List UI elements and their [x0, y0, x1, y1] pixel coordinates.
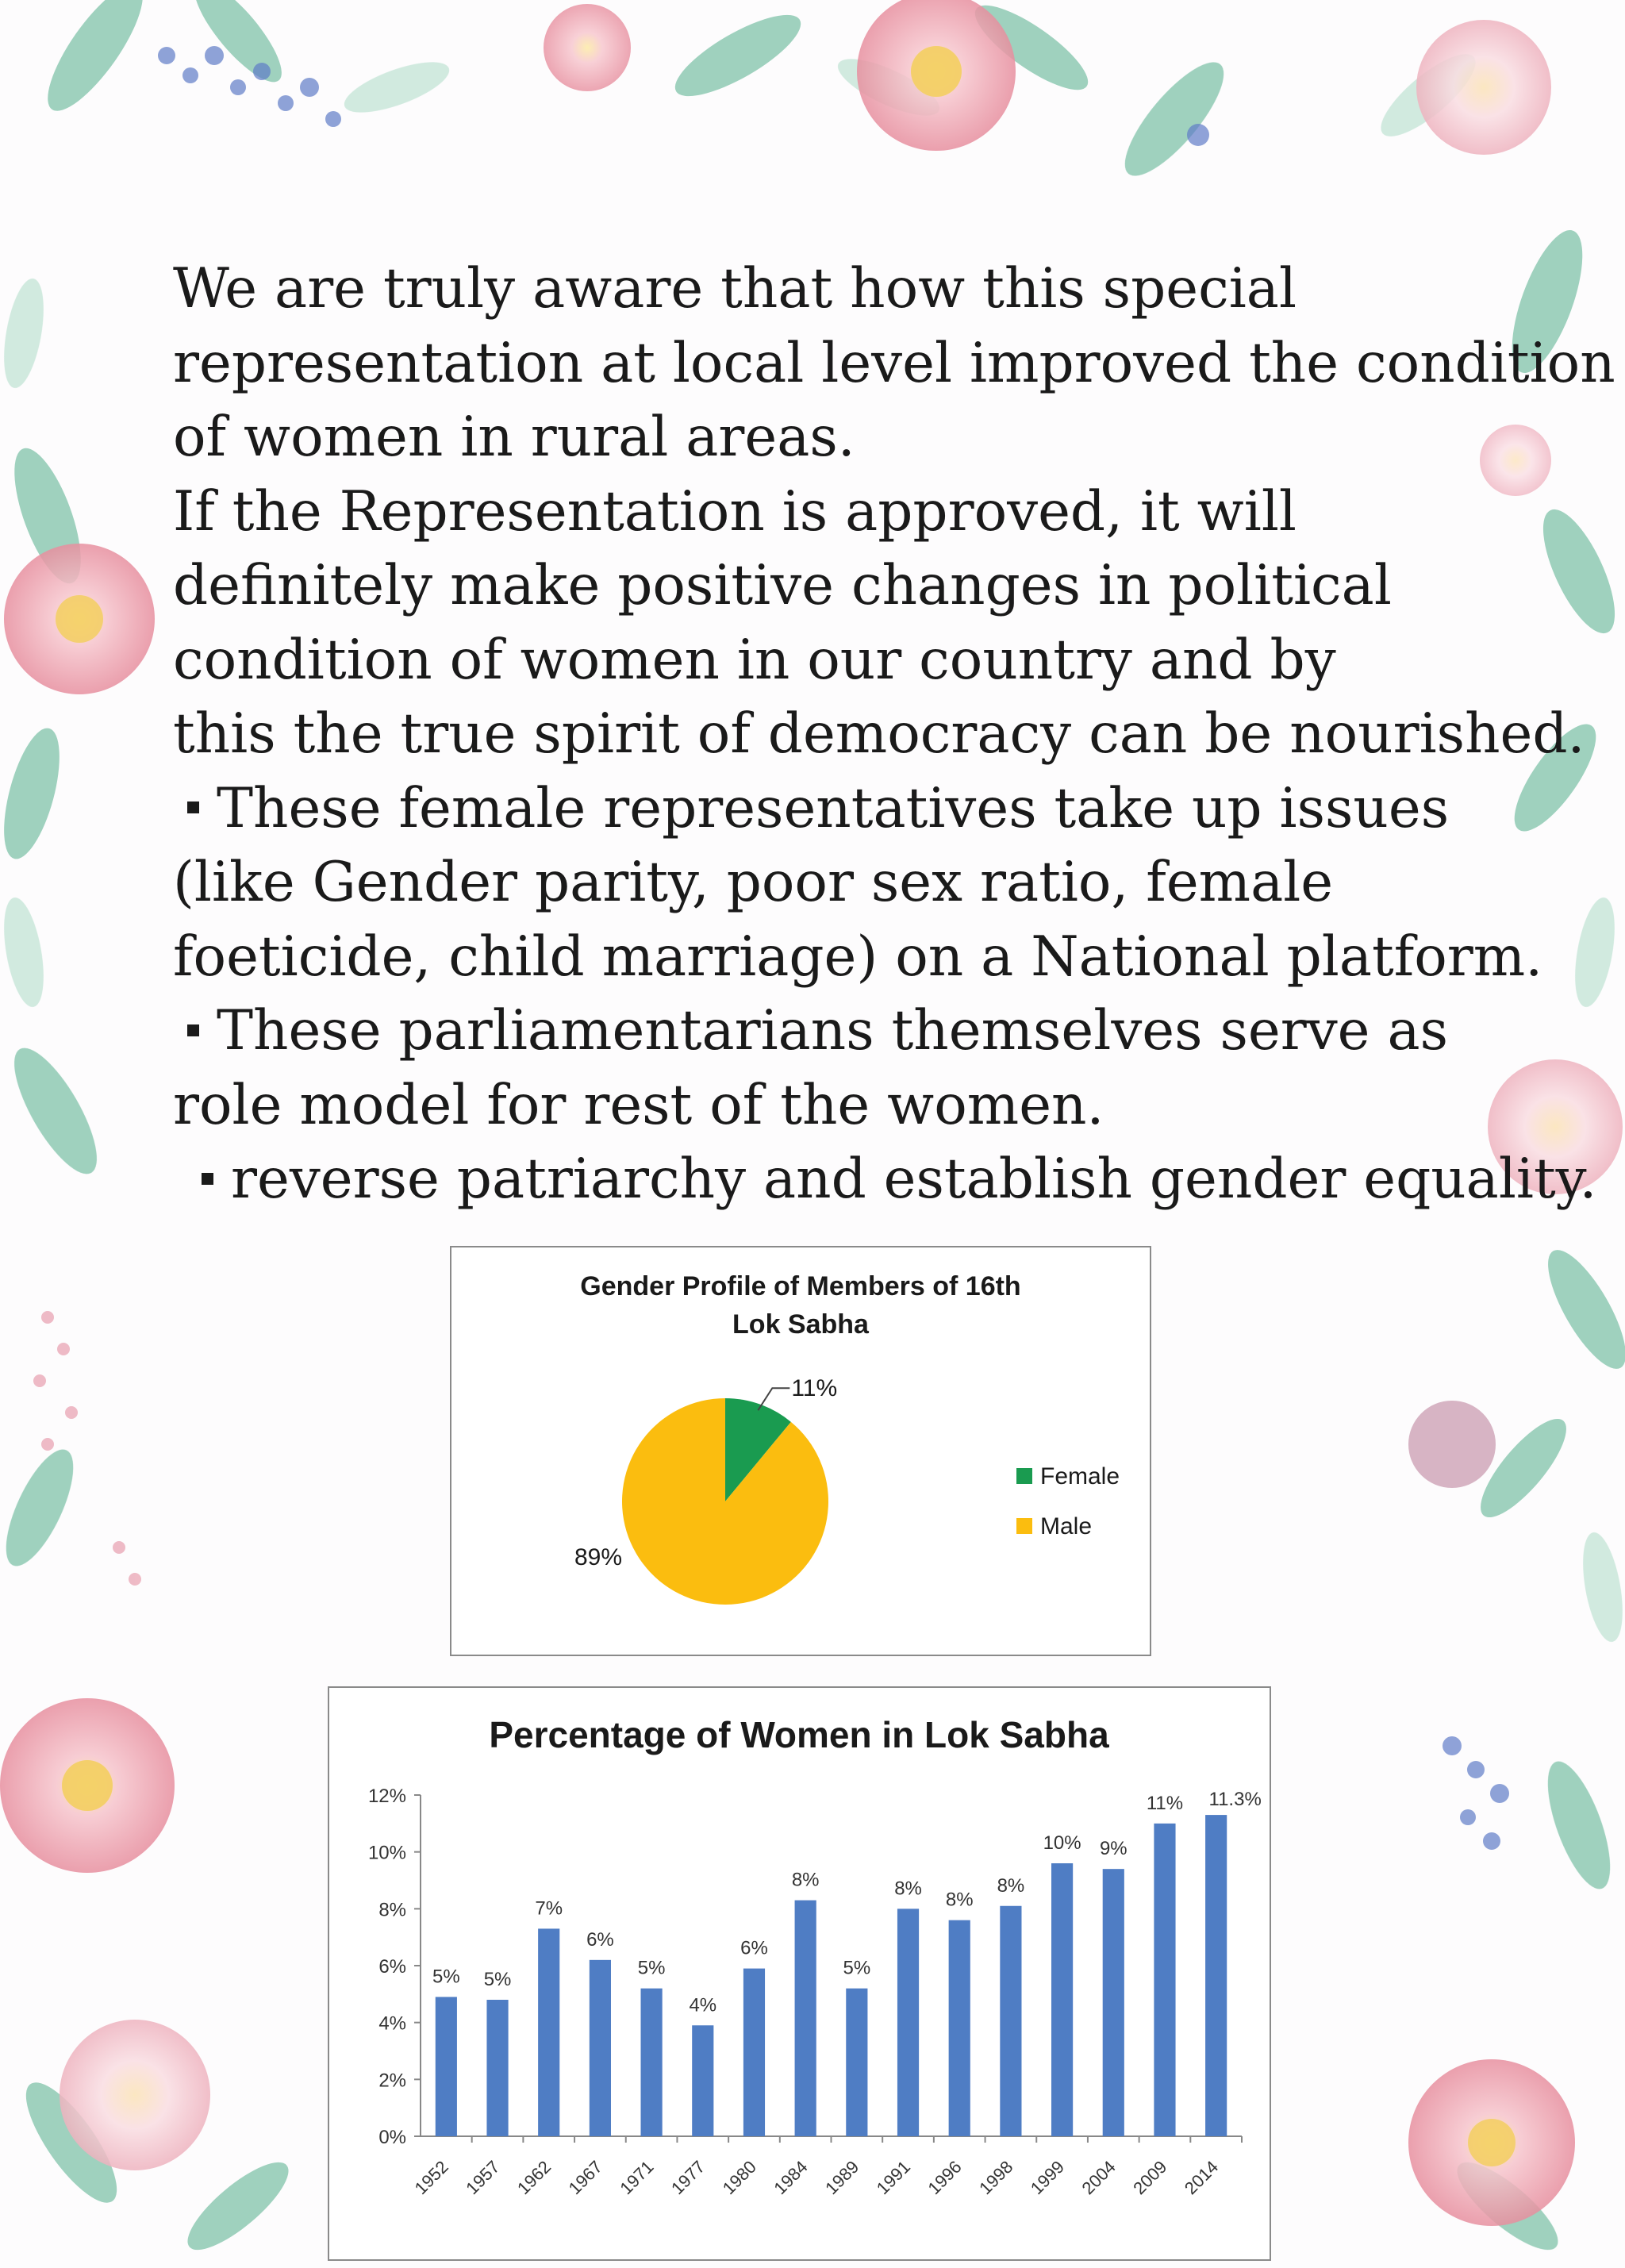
- x-tick-label: 1984: [770, 2157, 811, 2198]
- bar-1977: [692, 2025, 714, 2136]
- text-line: reverse patriarchy and establish gender …: [231, 1147, 1597, 1211]
- bar-chart-title: Percentage of Women in Lok Sabha: [489, 1714, 1109, 1755]
- bullet-icon: [202, 1172, 213, 1185]
- y-tick-label: 8%: [378, 1899, 406, 1920]
- bar-1991: [897, 1909, 920, 2136]
- data-label-1962: 7%: [535, 1897, 563, 1919]
- pie-chart-svg: Gender Profile of Members of 16th Lok Sa…: [574, 1271, 1120, 1605]
- bullet-icon: [187, 1024, 199, 1036]
- bar-1996: [948, 1920, 970, 2136]
- bar-1957: [486, 2000, 509, 2136]
- intro-paragraph: We are truly aware that how this special…: [173, 252, 1615, 475]
- text-line: If the Representation is approved, it wi…: [173, 479, 1297, 544]
- pie-label-female: 11%: [791, 1375, 837, 1401]
- text-line: These female representatives take up iss…: [217, 776, 1450, 840]
- x-tick-label: 1971: [616, 2157, 657, 2198]
- pie-label-male: 89%: [574, 1544, 622, 1570]
- bullet-icon: [187, 801, 199, 813]
- legend-swatch-female: [1016, 1468, 1032, 1484]
- x-tick-label: 1962: [513, 2157, 555, 2198]
- bullet-issues: These female representatives take up iss…: [173, 772, 1569, 995]
- legend-swatch-male: [1016, 1518, 1032, 1534]
- bar-chart-svg: Percentage of Women in Lok Sabha 0% 2% 4% 6…: [368, 1714, 1262, 2198]
- bar-1952: [435, 1997, 457, 2136]
- bar-2014: [1205, 1815, 1227, 2136]
- y-tick-label: 12%: [368, 1786, 406, 1807]
- gender-profile-chart: Gender Profile of Members of 16th Lok Sa…: [450, 1246, 1151, 1656]
- x-tick-label: 2014: [1181, 2157, 1222, 2198]
- bullet-patriarchy: reverse patriarchy and establish gender …: [173, 1143, 1596, 1217]
- women-lok-sabha-chart: Percentage of Women in Lok Sabha 0% 2% 4% 6…: [328, 1686, 1271, 2261]
- bar-1989: [846, 1988, 868, 2136]
- x-tick-label: 1991: [873, 2157, 914, 2198]
- main-text: We are truly aware that how this special…: [173, 252, 1615, 1217]
- x-tick-label: 1957: [462, 2157, 503, 2198]
- x-tick-label: 1996: [924, 2157, 965, 2198]
- text-line: definitely make positive changes in poli…: [173, 554, 1392, 617]
- text-line: condition of women in our country and by: [173, 628, 1336, 692]
- text-line: We are truly aware that how this special: [173, 257, 1297, 321]
- x-tick-label: 1989: [821, 2157, 862, 2198]
- pie-slice-male: [621, 1398, 828, 1605]
- y-tick-label: 6%: [378, 1956, 406, 1978]
- data-label-1989: 5%: [843, 1958, 871, 1979]
- data-label-1971: 5%: [638, 1958, 666, 1979]
- x-tick-label: 1977: [667, 2157, 709, 2198]
- pie-title-line-1: Gender Profile of Members of 16th: [580, 1271, 1020, 1301]
- x-tick-label: 1999: [1027, 2157, 1068, 2198]
- data-label-1991: 8%: [894, 1878, 922, 1899]
- text-line: foeticide, child marriage) on a National…: [173, 924, 1543, 989]
- bullet-role-model: These parliamentarians themselves serve …: [173, 994, 1569, 1143]
- data-label-1977: 4%: [689, 1994, 716, 2016]
- representation-paragraph: If the Representation is approved, it wi…: [173, 475, 1585, 772]
- bar-1999: [1051, 1863, 1074, 2136]
- pie-slice-female: [725, 1398, 791, 1501]
- y-tick-label: 4%: [378, 2013, 406, 2035]
- text-line: this the true spirit of democracy can be…: [173, 702, 1585, 766]
- text-line: representation at local level improved t…: [173, 331, 1615, 395]
- data-label-1967: 6%: [586, 1929, 614, 1951]
- text-line: role model for rest of the women.: [173, 1073, 1104, 1137]
- bar-1967: [589, 1959, 611, 2136]
- x-tick-label: 1980: [719, 2157, 760, 2198]
- x-tick-label: 2004: [1078, 2157, 1120, 2198]
- bar-1984: [794, 1900, 816, 2136]
- legend-label-male: Male: [1040, 1513, 1092, 1540]
- y-tick-label: 10%: [368, 1843, 406, 1864]
- bar-1971: [640, 1988, 663, 2136]
- x-tick-label: 1998: [975, 2157, 1016, 2198]
- bar-1980: [743, 1968, 766, 2136]
- data-label-1952: 5%: [432, 1966, 460, 1987]
- text-line: (like Gender parity, poor sex ratio, fem…: [173, 851, 1334, 914]
- bar-2009: [1154, 1823, 1176, 2136]
- x-tick-label: 1967: [565, 2157, 606, 2198]
- data-label-1980: 6%: [740, 1938, 768, 1959]
- data-label-2004: 9%: [1100, 1838, 1128, 1859]
- legend-label-female: Female: [1040, 1463, 1120, 1490]
- bar-2004: [1102, 1869, 1124, 2136]
- bar-1998: [1000, 1905, 1022, 2136]
- data-label-2014: 11.3%: [1209, 1789, 1262, 1810]
- data-label-1998: 8%: [997, 1875, 1025, 1897]
- bar-1962: [538, 1928, 560, 2136]
- data-label-1996: 8%: [946, 1889, 974, 1911]
- x-tick-label: 2009: [1129, 2157, 1170, 2198]
- pie-title-line-2: Lok Sabha: [732, 1309, 870, 1340]
- y-tick-label: 2%: [378, 2070, 406, 2091]
- data-label-1999: 10%: [1043, 1832, 1081, 1854]
- x-tick-label: 1952: [411, 2157, 452, 2198]
- text-line: These parliamentarians themselves serve …: [217, 999, 1448, 1063]
- text-line: of women in rural areas.: [173, 406, 855, 469]
- data-label-2009: 11%: [1147, 1793, 1183, 1814]
- data-label-1984: 8%: [792, 1870, 820, 1891]
- data-label-1957: 5%: [484, 1969, 512, 1990]
- y-tick-label: 0%: [378, 2127, 406, 2148]
